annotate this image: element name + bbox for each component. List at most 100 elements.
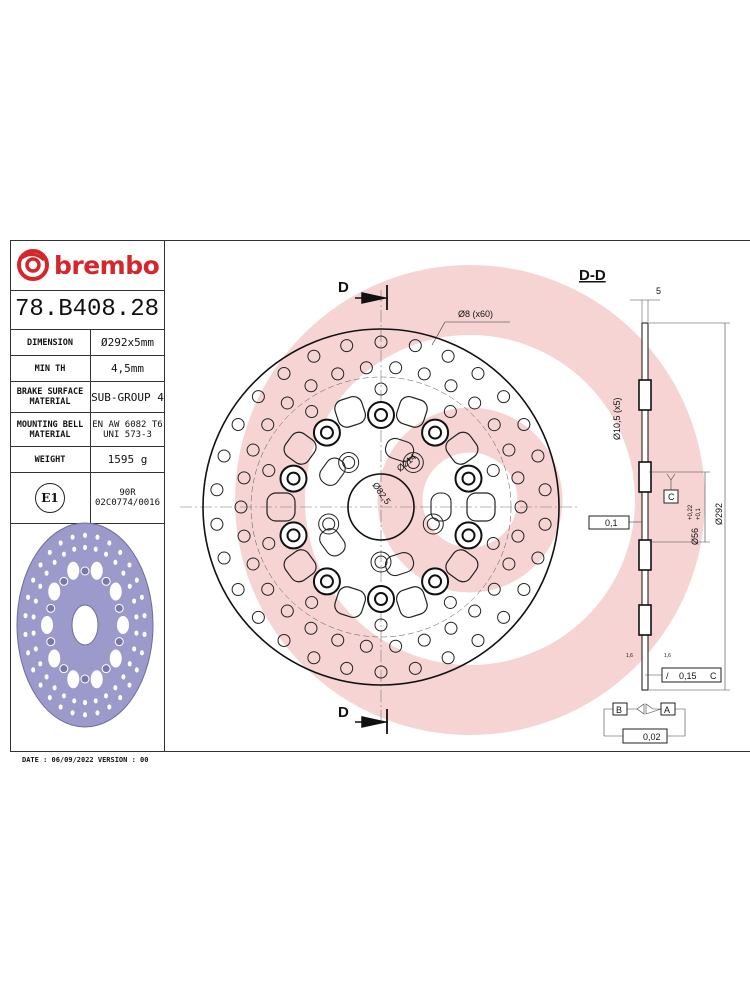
drill-hole <box>234 500 248 514</box>
drill-hole <box>443 595 457 609</box>
spec-row: MOUNTING BELL MATERIAL EN AW 6082 T6 UNI … <box>10 413 164 447</box>
disc-3d-hole <box>23 631 28 637</box>
section-button <box>638 461 652 493</box>
disc-3d-button <box>46 637 56 647</box>
drill-hole <box>471 633 485 647</box>
drill-hole <box>408 339 422 353</box>
drill-hole <box>514 500 528 514</box>
disc-3d-hole <box>70 534 75 540</box>
disc-3d-hole <box>70 710 75 716</box>
bolt-hole-label: Ø10,5 (x5) <box>612 397 622 440</box>
drill-hole <box>531 449 545 463</box>
disc-3d-hole <box>118 695 123 701</box>
disc-3d-hole <box>47 695 52 701</box>
disc-3d-hole <box>104 693 109 699</box>
disc-3d-hole <box>31 667 36 673</box>
disc-3d-hole <box>33 646 38 652</box>
disc-3d-hole <box>142 631 147 637</box>
disc-3d-hole <box>107 540 112 546</box>
disc-3d-hole <box>72 698 77 704</box>
float-button <box>421 567 450 596</box>
disc-window <box>283 431 317 465</box>
disc-3d-hole <box>121 570 126 576</box>
float-button-hole <box>286 528 301 543</box>
outer-diameter-label: Ø292 <box>714 503 724 525</box>
carrier-window <box>430 492 452 522</box>
section-mark-bottom: D <box>338 704 349 721</box>
disc-3d-window <box>90 561 103 580</box>
float-button <box>312 418 341 447</box>
spec-row: BRAKE SURFACE MATERIAL SUB-GROUP 4 <box>10 382 164 413</box>
spec-row: WEIGHT 1595 g <box>10 447 164 473</box>
disc-3d-hole <box>118 549 123 555</box>
disc-3d-hole <box>23 613 28 619</box>
leader-line <box>431 321 446 346</box>
parallelism-value: 0,02 <box>643 732 661 742</box>
float-button-hole <box>319 425 334 440</box>
drill-hole <box>441 349 455 363</box>
carrier-window <box>319 528 346 557</box>
disc-3d-hole <box>61 551 66 557</box>
spec-label: BRAKE SURFACE MATERIAL <box>10 382 91 412</box>
drill-hole <box>280 604 294 618</box>
drill-hole <box>262 464 276 478</box>
disc-3d-hole <box>47 549 52 555</box>
drill-hole <box>210 517 224 531</box>
disc-3d-hole <box>134 667 139 673</box>
pcd-circle <box>250 376 512 638</box>
disc-3d-button <box>80 674 90 684</box>
drill-hole <box>340 661 354 675</box>
drill-hole <box>538 517 552 531</box>
section-profile <box>641 322 649 691</box>
disc-3d-hole <box>121 674 126 680</box>
bolt-hole <box>422 513 444 535</box>
disc-3d-window <box>48 649 61 668</box>
drill-hole <box>307 651 321 665</box>
runout-datum: C <box>710 671 717 681</box>
drill-hole <box>374 335 388 349</box>
drill-hole <box>261 418 275 432</box>
disc-3d-window <box>109 582 122 601</box>
drill-hole <box>210 483 224 497</box>
disc-3d-hole <box>142 613 147 619</box>
thickness-label: 5 <box>656 286 661 296</box>
flatness-value: 0,1 <box>605 518 618 528</box>
drill-hole <box>251 610 265 624</box>
disc-3d-hole <box>139 594 144 600</box>
disc-3d-hole <box>31 577 36 583</box>
bolt-hole-inner <box>426 517 440 531</box>
drill-hole <box>307 349 321 363</box>
bolt-hole <box>318 513 340 535</box>
drill-hole <box>443 405 457 419</box>
drill-hole <box>417 633 431 647</box>
disc-3d-hole <box>33 598 38 604</box>
bolt-hole-inner <box>406 456 420 470</box>
disc-3d-button <box>114 637 124 647</box>
spec-label: MOUNTING BELL MATERIAL <box>10 413 91 446</box>
bolt-hole <box>370 551 392 573</box>
disc-3d-hole <box>26 594 31 600</box>
drill-hole <box>502 443 516 457</box>
runout-value: 0,15 <box>679 671 697 681</box>
disc-3d-button <box>59 664 69 674</box>
drill-hole <box>305 405 319 419</box>
drill-hole <box>304 379 318 393</box>
disc-3d-hole <box>134 577 139 583</box>
drill-hole <box>261 582 275 596</box>
disc-3d-hole <box>52 685 57 691</box>
bolt-hole-inner <box>322 517 336 531</box>
float-button-hole <box>428 574 443 589</box>
drill-hole <box>331 367 345 381</box>
drill-hole <box>444 621 458 635</box>
drill-hole <box>486 536 500 550</box>
parallelism-frame <box>622 728 668 744</box>
drill-hole <box>511 471 525 485</box>
disc-3d-hole <box>38 583 43 589</box>
bolt-hole-inner <box>342 456 356 470</box>
disc-3d-hole <box>132 646 137 652</box>
disc-3d-hole <box>38 562 43 568</box>
spec-label: WEIGHT <box>10 447 91 472</box>
float-button <box>279 464 308 493</box>
disc-3d-window <box>67 561 80 580</box>
